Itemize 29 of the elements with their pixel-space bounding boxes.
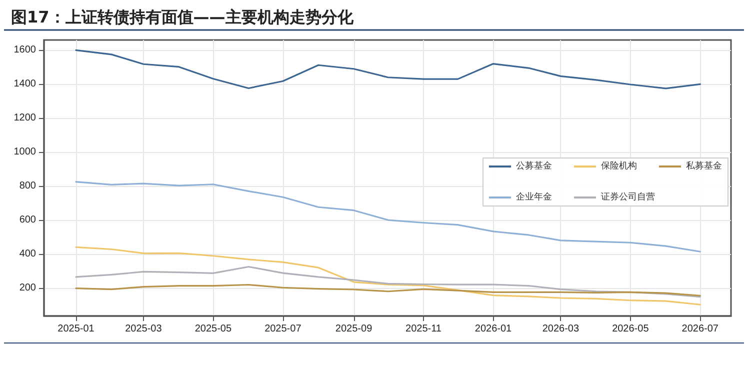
line-series bbox=[75, 266, 701, 298]
line-series bbox=[75, 284, 701, 296]
x-tick-label: 2025-01 bbox=[58, 324, 95, 334]
legend-label: 保险机构 bbox=[601, 160, 637, 172]
legend-label: 公募基金 bbox=[516, 160, 552, 172]
y-tick-label: 1600 bbox=[14, 44, 36, 56]
x-tick-label: 2026-03 bbox=[542, 324, 580, 334]
x-tick-label: 2026-01 bbox=[474, 324, 512, 334]
y-tick-label: 1000 bbox=[14, 146, 36, 158]
x-tick-label: 2025-05 bbox=[194, 324, 232, 334]
x-tick-label: 2025-11 bbox=[406, 324, 442, 334]
legend-label: 企业年金 bbox=[516, 192, 552, 202]
legend-label: 私募基金 bbox=[686, 160, 722, 172]
x-tick-label: 2026-05 bbox=[612, 324, 650, 334]
line-series bbox=[75, 246, 701, 306]
x-tick-label: 2026-07 bbox=[682, 324, 719, 334]
y-tick-label: 800 bbox=[19, 180, 36, 192]
line-series bbox=[75, 181, 701, 252]
legend-label: 证券公司自营 bbox=[601, 192, 655, 202]
y-tick-label: 600 bbox=[19, 214, 36, 226]
line-series bbox=[75, 49, 701, 90]
x-tick-label: 2025-07 bbox=[264, 324, 302, 334]
y-tick-label: 1400 bbox=[14, 78, 36, 90]
x-tick-label: 2025-09 bbox=[335, 324, 373, 334]
y-tick-label: 1200 bbox=[14, 112, 36, 124]
x-tick-label: 2025-03 bbox=[125, 324, 162, 334]
y-tick-label: 400 bbox=[19, 248, 36, 260]
chart-title: 图17：上证转债持有面值——主要机构走势分化 bbox=[11, 8, 354, 26]
y-tick-label: 200 bbox=[19, 282, 36, 294]
